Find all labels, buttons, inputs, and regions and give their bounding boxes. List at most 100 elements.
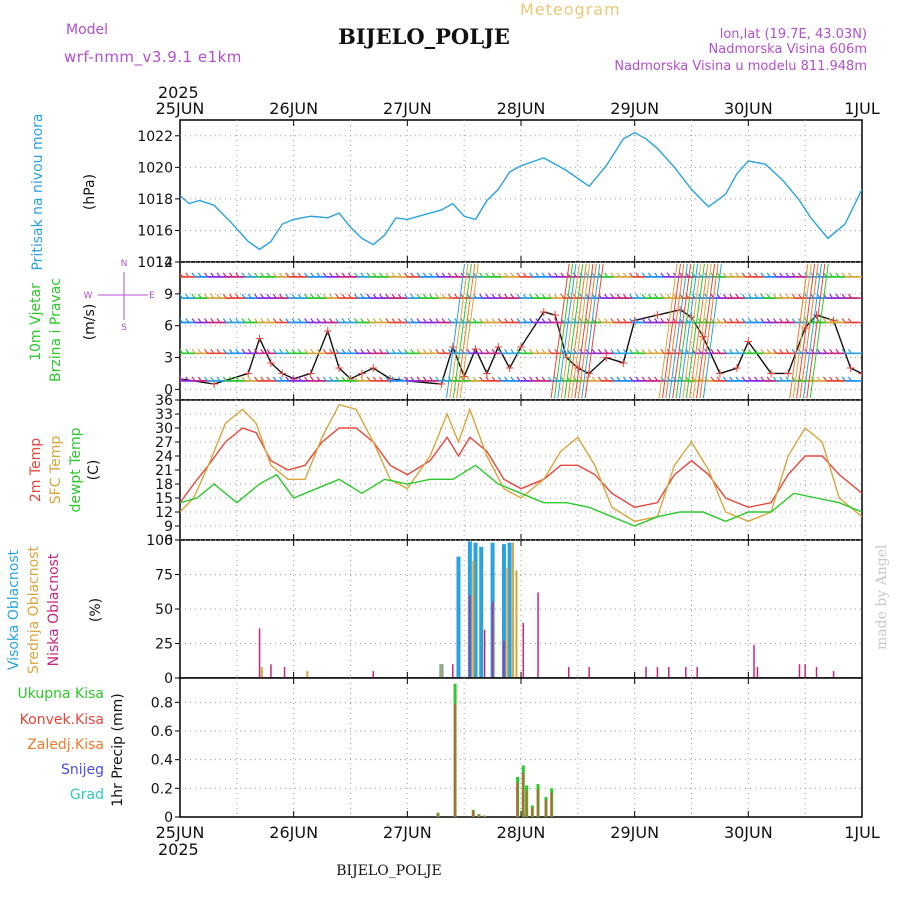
wind-barb-flag [835, 293, 840, 299]
wind-barb-flag [735, 293, 740, 299]
wind-barb-flag [335, 293, 340, 299]
wind-barb-flag [247, 318, 252, 323]
y-tick-label: 1022 [137, 129, 173, 145]
wind-streak [571, 263, 591, 399]
wind-streak [685, 263, 705, 399]
wind-barb-flag [429, 376, 434, 382]
wind-barb-flag [722, 348, 727, 354]
wind-barb-flag [247, 293, 252, 299]
wind-barb-flag [310, 272, 315, 278]
wind-barb-flag [185, 272, 190, 278]
wind-barb-flag [372, 318, 377, 323]
wind-barb-flag [497, 293, 502, 299]
panel-3: 0 25 50 75 100 [146, 533, 863, 687]
wind-barb-flag [635, 272, 640, 278]
wind-barb-flag [797, 293, 802, 299]
wind-streak [574, 263, 594, 399]
wind-barb-flag [272, 376, 277, 382]
wind-barb-flag [379, 293, 384, 299]
wind-barb-flag [429, 318, 434, 323]
legend-total-rain: Ukupna Kisa [17, 686, 104, 702]
wind-barb-flag [841, 376, 846, 382]
wind-barb-flag [485, 318, 490, 323]
wind-barb-flag [535, 348, 540, 354]
wind-barb-flag [266, 318, 271, 323]
wind-barb-flag [479, 376, 484, 382]
wind-barb-flag [210, 348, 215, 354]
panel-body: + +++++ ++++ + ++ +++++++++ ++ ++ ++ + ++++ +++ +++ +… [173, 263, 867, 399]
wind-barb-flag [816, 376, 821, 382]
wind-barb-flag [760, 348, 765, 354]
wind-barb-flag [741, 376, 746, 382]
wind-barb-flag [404, 376, 409, 382]
wind-point: + [715, 366, 725, 380]
wind-barb-flag [279, 348, 284, 354]
wind-barb-flag [366, 272, 371, 278]
wind-barb-flag [660, 348, 665, 354]
wind-barb-flag [266, 376, 271, 382]
wind-barb-flag [410, 272, 415, 278]
wind-barb-flag [535, 293, 540, 299]
wind-barb-flag [491, 293, 496, 299]
bar-1 [260, 666, 263, 678]
cloud-unit: (%) [88, 598, 104, 622]
wind-barb-flag [204, 293, 209, 299]
wind-barb-flag [529, 376, 534, 382]
series-line-0 [180, 131, 862, 251]
bar-2 [832, 671, 835, 678]
wind-barb-flag [541, 348, 546, 354]
bar-conv [525, 790, 528, 817]
wind-barb-flag [372, 348, 377, 354]
wind-barb-flag [241, 272, 246, 278]
wind-barb-flag [266, 272, 271, 278]
y-tick-label: 18 [155, 477, 173, 493]
wind-barb-flag [285, 272, 290, 278]
wind-barb-flag [329, 348, 334, 354]
bar-1 [515, 570, 518, 678]
compass-n: N [121, 259, 128, 269]
wind-barb-flag [729, 348, 734, 354]
bar-conv [537, 788, 539, 817]
wind-barb-flag [560, 293, 565, 299]
wind-barb-flag [316, 318, 321, 323]
wind-barb-flag [722, 376, 727, 382]
wind-barb-flag [241, 318, 246, 323]
wind-barb-flag [354, 318, 359, 323]
wind-barb-flag [410, 293, 415, 299]
mid-cloud-label: Srednja Oblacnost [26, 546, 42, 674]
wind-barb-flag [504, 293, 509, 299]
wind-barb-flag [735, 376, 740, 382]
model-altitude-text: Nadmorska Visina u modelu 811.948m [614, 59, 867, 74]
wind-barb-flag [254, 318, 259, 323]
wind-barb-flag [616, 293, 621, 299]
high-cloud-label: Visoka Oblacnost [6, 549, 22, 670]
wind-barb-flag [735, 348, 740, 354]
wind-barb-flag [604, 318, 609, 323]
wind-barb-flag [235, 376, 240, 382]
panel-body [180, 403, 862, 527]
wind-barb-flag [173, 349, 176, 353]
bar-1 [472, 560, 475, 678]
wind-barb-flag [779, 348, 784, 354]
wind-barb-flag [385, 376, 390, 382]
wind-barb-flag [216, 376, 221, 382]
wind-point: + [857, 366, 867, 380]
wind-streak [682, 263, 702, 399]
wind-barb-flag [829, 318, 834, 323]
wind-barb-flag [754, 293, 759, 299]
altitude-text: Nadmorska Visina 606m [709, 42, 868, 57]
wind-barb-flag [441, 318, 446, 323]
bar-2 [452, 664, 454, 678]
wind-streak [584, 263, 604, 399]
wind-title-1: 10m Vjetar [28, 283, 44, 361]
y-tick-label: 33 [155, 407, 173, 423]
wind-barb-flag [279, 318, 284, 323]
wind-unit: (m/s) [82, 304, 98, 341]
wind-point: + [255, 331, 265, 345]
wind-barb-flag [347, 318, 352, 323]
legend-conv-rain: Konvek.Kisa [20, 712, 104, 728]
wind-barb-flag [285, 318, 290, 323]
wind-barb-flag [360, 272, 365, 278]
wind-barb-flag [216, 318, 221, 323]
wind-barb-flag [422, 272, 427, 278]
